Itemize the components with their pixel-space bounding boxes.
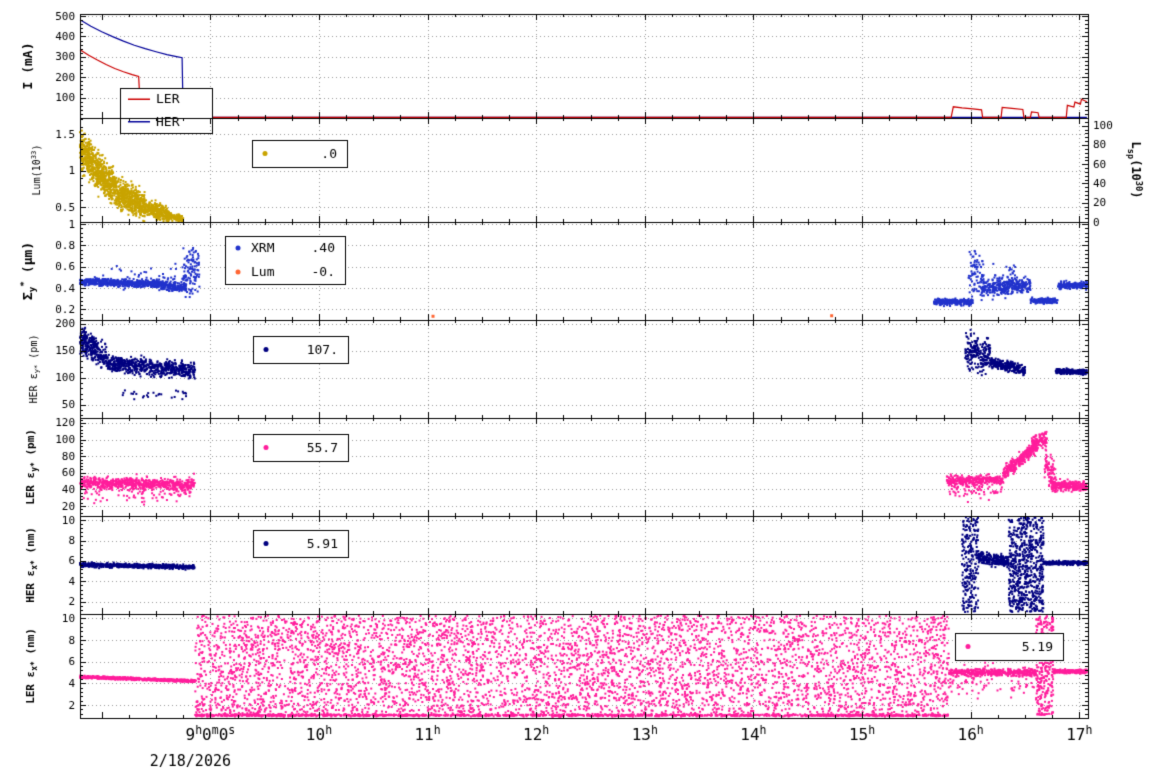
beam-status-strip-chart [0, 0, 1160, 782]
chart-canvas [0, 0, 1160, 782]
